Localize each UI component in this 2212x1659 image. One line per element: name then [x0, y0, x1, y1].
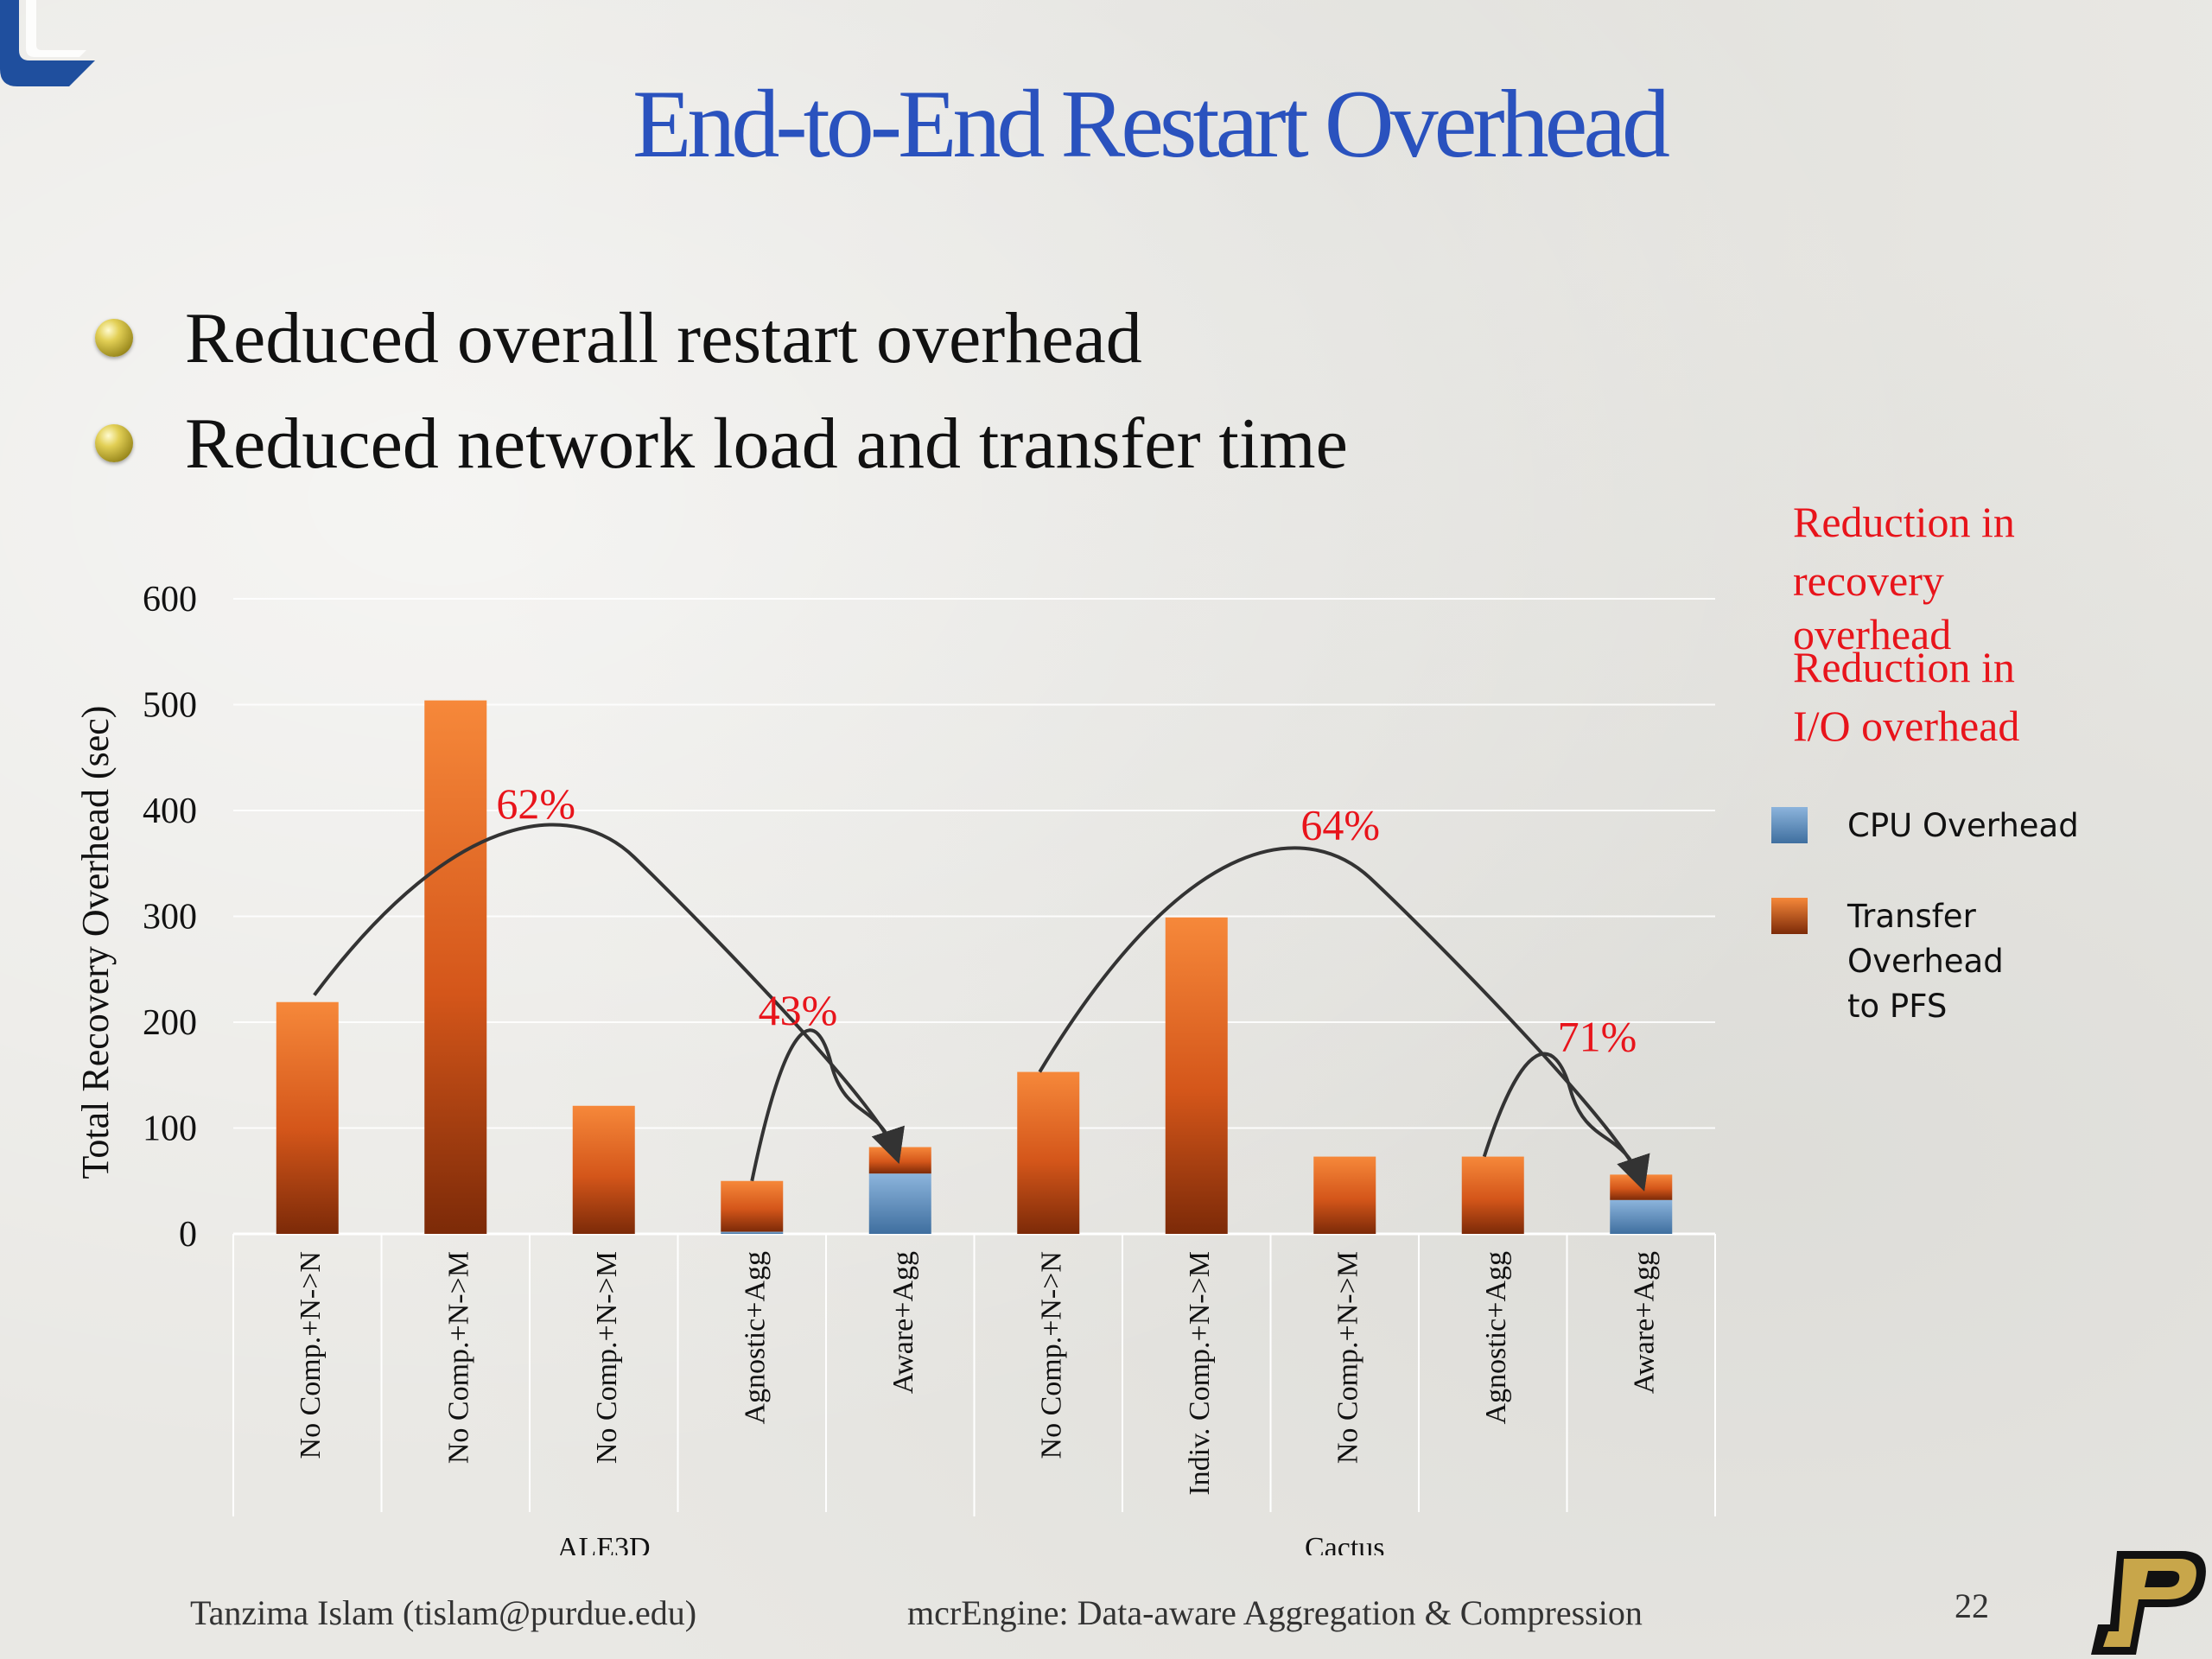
reduction-percent-label: 64% [1300, 801, 1380, 849]
x-tick-label: No Comp.+N->M [442, 1251, 474, 1464]
legend-item-transfer: Transfer Overhead to PFS [1771, 894, 2141, 1029]
x-tick-label: No Comp.+N->N [1035, 1251, 1067, 1459]
bar-segment [1313, 1156, 1376, 1234]
x-tick-label: No Comp.+N->N [295, 1251, 327, 1459]
footer-title: mcrEngine: Data-aware Aggregation & Comp… [907, 1593, 1643, 1632]
group-label: Cactus [1305, 1532, 1385, 1555]
recovery-reduction-note: Reduction in recovery overhead [1793, 493, 2015, 664]
bar-segment [868, 1173, 931, 1234]
bar-segment [1165, 917, 1228, 1234]
y-tick-label: 0 [179, 1215, 197, 1255]
bullet-icon [95, 319, 133, 357]
x-tick-label: No Comp.+N->M [1332, 1251, 1363, 1464]
reduction-percent-label: 43% [759, 986, 838, 1034]
bullet-icon [95, 424, 133, 462]
y-axis-title: Total Recovery Overhead (sec) [74, 706, 117, 1179]
bullet-text: Reduced network load and transfer time [185, 403, 1348, 484]
bar-segment [276, 1001, 339, 1234]
y-tick-label: 600 [143, 580, 197, 620]
x-tick-label: Aware+Agg [1628, 1251, 1660, 1394]
x-tick-label: No Comp.+N->M [591, 1251, 623, 1464]
y-tick-label: 500 [143, 686, 197, 726]
bullet-text: Reduced overall restart overhead [185, 297, 1142, 378]
bar-segment [572, 1105, 635, 1234]
legend-swatch-transfer [1771, 898, 1808, 934]
legend-label-line: CPU Overhead [1847, 807, 2079, 844]
legend-item-cpu: CPU Overhead [1771, 804, 2141, 849]
y-tick-label: 100 [143, 1109, 197, 1149]
legend-swatch-cpu [1771, 807, 1808, 843]
comparison-arrow [313, 823, 905, 1164]
x-tick-label: Agnostic+Agg [739, 1251, 771, 1425]
legend-label-line: to PFS [1847, 988, 1948, 1025]
recovery-overhead-chart: 0 100 200 300 400 500 600 No Comp.+N->N No Comp.… [74, 580, 1716, 1555]
bullet-list: Reduced overall restart overhead Reduced… [95, 285, 1348, 496]
comparison-arrow [750, 1028, 905, 1182]
comparison-arrow [1482, 1052, 1650, 1192]
lab-corner-logo [0, 0, 95, 86]
legend-label-transfer: Transfer Overhead to PFS [1847, 894, 2141, 1029]
reduction-percent-label: 71% [1558, 1013, 1637, 1061]
x-tick-label: Agnostic+Agg [1480, 1251, 1512, 1425]
bar-segment [1461, 1156, 1524, 1234]
recovery-note-line: Reduction in [1793, 498, 2015, 546]
bar-segment [868, 1147, 931, 1174]
recovery-note-line: overhead [1793, 610, 1952, 658]
legend-label-cpu: CPU Overhead [1847, 804, 2141, 849]
footer-author: Tanzima Islam (tislam@purdue.edu) [190, 1593, 697, 1632]
y-tick-label: 300 [143, 898, 197, 938]
x-tick-label: Aware+Agg [887, 1251, 919, 1394]
recovery-note-line: recovery [1793, 556, 1944, 605]
x-tick-label: Indiv. Comp.+N->M [1184, 1251, 1216, 1496]
reduction-percent-label: 62% [496, 779, 575, 828]
page-number: 22 [1955, 1586, 1989, 1625]
group-label: ALE3D [557, 1532, 651, 1555]
bar-segment [424, 700, 487, 1234]
slide-title: End-to-End Restart Overhead [632, 71, 1670, 178]
bar-segment [1017, 1071, 1080, 1234]
io-note-line: I/O overhead [1793, 702, 2020, 750]
bar-segment [721, 1180, 784, 1232]
comparison-arrow [1038, 846, 1650, 1192]
bullet-item: Reduced network load and transfer time [95, 391, 1348, 496]
bullet-item: Reduced overall restart overhead [95, 285, 1348, 391]
legend-label-line: Transfer Overhead [1847, 898, 2004, 980]
purdue-logo [2091, 1551, 2206, 1655]
io-note-line: Reduction in [1793, 643, 2015, 691]
y-tick-label: 400 [143, 791, 197, 831]
bar-segment [1610, 1199, 1673, 1234]
io-reduction-note: Reduction in I/O overhead [1793, 638, 2019, 755]
y-tick-label: 200 [143, 1003, 197, 1043]
bar-segment [721, 1231, 784, 1234]
